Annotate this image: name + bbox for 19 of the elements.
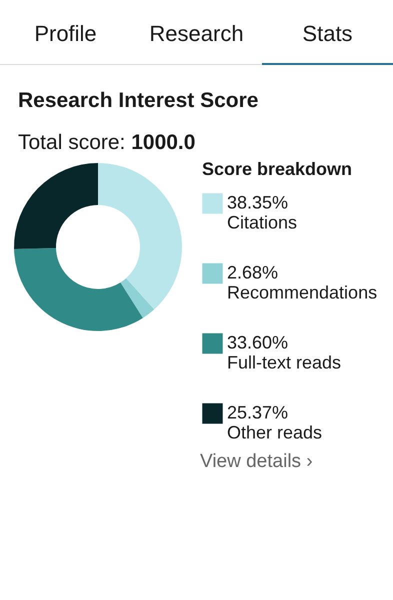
donut-slice bbox=[98, 163, 182, 310]
data-label: 25.37% bbox=[227, 402, 288, 422]
chart-title: Research Interest Score bbox=[18, 89, 260, 113]
chart-subtitle: Total score: 1000.0 bbox=[18, 131, 196, 155]
data-label: 38.35% bbox=[227, 192, 288, 212]
data-label: 33.60% bbox=[227, 332, 288, 352]
text: Stats bbox=[301, 20, 354, 48]
donut-slice bbox=[14, 163, 98, 249]
donut-slice bbox=[14, 248, 143, 331]
legend-title: Score breakdown bbox=[202, 159, 352, 179]
legend-label: Citations bbox=[227, 212, 298, 232]
legend-label: Full-text reads bbox=[227, 352, 342, 372]
donut-slice bbox=[120, 278, 154, 318]
data-label: 2.68% bbox=[227, 262, 278, 282]
text: Profile bbox=[33, 20, 98, 48]
text: Research bbox=[148, 20, 245, 48]
legend-label: Other reads bbox=[227, 422, 322, 442]
legend-label: Recommendations bbox=[227, 282, 378, 302]
text: View details › bbox=[200, 451, 314, 473]
